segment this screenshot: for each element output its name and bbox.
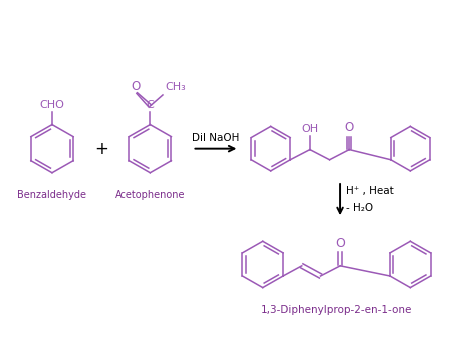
Text: O: O xyxy=(345,121,354,134)
Text: Acetophenone: Acetophenone xyxy=(115,190,186,200)
Text: H⁺ , Heat: H⁺ , Heat xyxy=(346,186,393,196)
Text: OH: OH xyxy=(301,124,319,134)
Text: O: O xyxy=(132,80,141,93)
Text: O: O xyxy=(335,237,345,250)
Text: - H₂O: - H₂O xyxy=(346,203,373,213)
Text: CHO: CHO xyxy=(39,100,64,110)
Text: 1,3-Diphenylprop-2-en-1-one: 1,3-Diphenylprop-2-en-1-one xyxy=(261,305,412,315)
Text: Dil NaOH: Dil NaOH xyxy=(192,133,240,143)
Text: CH₃: CH₃ xyxy=(165,82,186,92)
Text: C: C xyxy=(146,100,154,110)
Text: +: + xyxy=(94,140,108,158)
Text: Benzaldehyde: Benzaldehyde xyxy=(18,190,86,200)
